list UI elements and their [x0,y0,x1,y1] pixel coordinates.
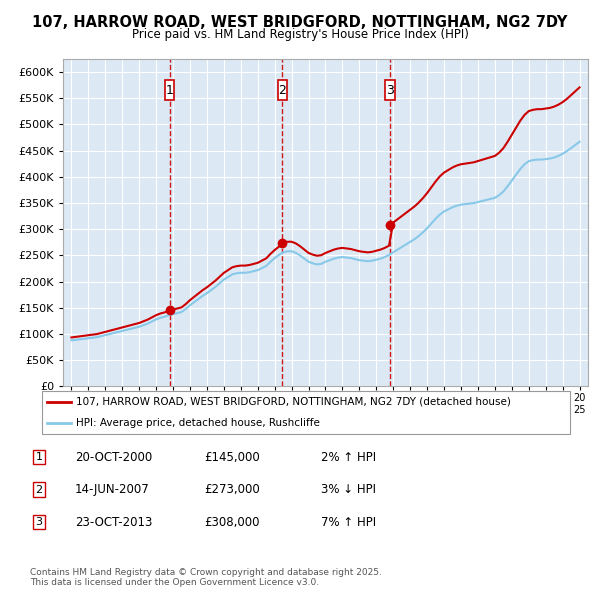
Text: 1: 1 [166,84,173,97]
Text: 14-JUN-2007: 14-JUN-2007 [75,483,150,496]
FancyBboxPatch shape [385,80,395,100]
Text: 107, HARROW ROAD, WEST BRIDGFORD, NOTTINGHAM, NG2 7DY: 107, HARROW ROAD, WEST BRIDGFORD, NOTTIN… [32,15,568,30]
FancyBboxPatch shape [42,391,570,434]
Text: 1: 1 [35,453,43,462]
Text: £145,000: £145,000 [204,451,260,464]
Text: £308,000: £308,000 [204,516,260,529]
Text: Contains HM Land Registry data © Crown copyright and database right 2025.
This d: Contains HM Land Registry data © Crown c… [30,568,382,587]
Text: 23-OCT-2013: 23-OCT-2013 [75,516,152,529]
Text: HPI: Average price, detached house, Rushcliffe: HPI: Average price, detached house, Rush… [76,418,320,428]
Text: 3% ↓ HPI: 3% ↓ HPI [321,483,376,496]
FancyBboxPatch shape [278,80,287,100]
FancyBboxPatch shape [165,80,175,100]
Text: 2: 2 [278,84,286,97]
Text: 2% ↑ HPI: 2% ↑ HPI [321,451,376,464]
Text: £273,000: £273,000 [204,483,260,496]
Text: 2: 2 [35,485,43,494]
Text: 3: 3 [386,84,394,97]
Text: 3: 3 [35,517,43,527]
Text: 7% ↑ HPI: 7% ↑ HPI [321,516,376,529]
Text: 20-OCT-2000: 20-OCT-2000 [75,451,152,464]
Text: 107, HARROW ROAD, WEST BRIDGFORD, NOTTINGHAM, NG2 7DY (detached house): 107, HARROW ROAD, WEST BRIDGFORD, NOTTIN… [76,397,511,407]
Text: Price paid vs. HM Land Registry's House Price Index (HPI): Price paid vs. HM Land Registry's House … [131,28,469,41]
